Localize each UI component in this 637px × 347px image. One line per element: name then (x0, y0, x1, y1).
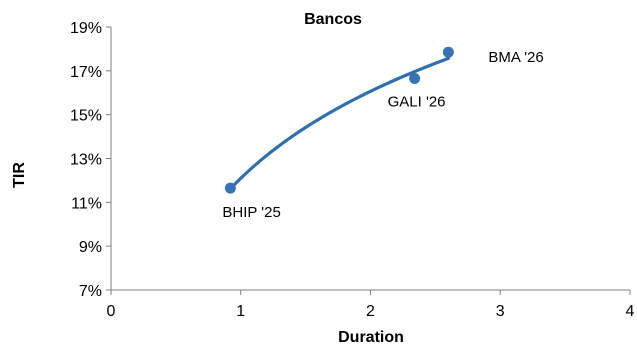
data-point (442, 46, 454, 58)
data-points: BHIP '25 GALI '26 BMA '26 (222, 46, 544, 221)
data-point (224, 182, 236, 194)
chart-title: Bancos (304, 11, 362, 28)
x-tick-label: 3 (496, 303, 505, 320)
y-tick-label: 9% (79, 239, 102, 256)
trendline (228, 56, 450, 191)
x-tick-label: 1 (236, 303, 245, 320)
x-tick-label: 0 (107, 303, 116, 320)
x-tick-label: 4 (626, 303, 635, 320)
y-tick-label: 7% (79, 283, 102, 300)
data-point-label: GALI '26 (388, 94, 446, 111)
y-axis-title: TIR (11, 162, 28, 188)
y-tick-label: 19% (70, 20, 102, 37)
axes: 7% 9% 11% 13% 15% 17% 19% 0 1 2 3 4 (70, 20, 635, 320)
y-tick-label: 13% (70, 152, 102, 169)
y-tick-label: 15% (70, 108, 102, 125)
data-point-label: BHIP '25 (222, 204, 280, 221)
y-tick-label: 17% (70, 64, 102, 81)
y-tick-label: 11% (71, 195, 102, 212)
data-point-label: BMA '26 (488, 49, 543, 66)
x-axis-title: Duration (338, 329, 404, 346)
trendline-path (228, 56, 450, 191)
x-tick-label: 2 (366, 303, 375, 320)
data-point (409, 73, 421, 85)
